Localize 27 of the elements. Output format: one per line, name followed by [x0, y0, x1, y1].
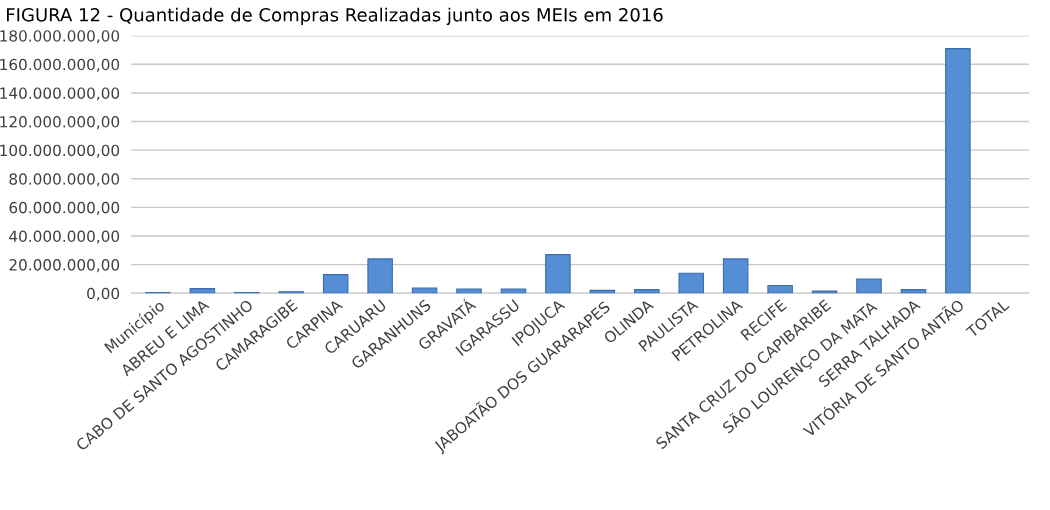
- bar: [900, 289, 927, 294]
- bar: [945, 48, 971, 294]
- bar: [767, 284, 793, 294]
- bar: [545, 254, 571, 294]
- bar: [634, 289, 660, 294]
- bar: [722, 258, 749, 294]
- y-tick-label: 60.000.000,00: [9, 201, 120, 215]
- bar: [678, 272, 705, 294]
- bar: [322, 274, 349, 294]
- bar: [367, 258, 393, 294]
- bar: [456, 288, 482, 294]
- y-tick-label: 180.000.000,00: [0, 30, 120, 44]
- y-tick-label: 100.000.000,00: [0, 144, 120, 158]
- y-tick-label: 120.000.000,00: [0, 116, 120, 130]
- y-tick-label: 0,00: [87, 287, 120, 301]
- bar: [411, 287, 438, 294]
- y-tick-label: 20.000.000,00: [9, 259, 120, 273]
- y-tick-label: 80.000.000,00: [9, 173, 120, 187]
- bar: [589, 289, 616, 294]
- chart-title: FIGURA 12 - Quantidade de Compras Realizadas junto aos MEIs em 2016: [7, 7, 663, 26]
- y-tick-label: 160.000.000,00: [0, 58, 120, 72]
- bar: [189, 288, 216, 294]
- y-tick-label: 140.000.000,00: [0, 87, 120, 101]
- bar: [811, 290, 838, 294]
- bar: [500, 288, 527, 294]
- bar: [856, 278, 882, 294]
- y-tick-label: 40.000.000,00: [9, 230, 120, 244]
